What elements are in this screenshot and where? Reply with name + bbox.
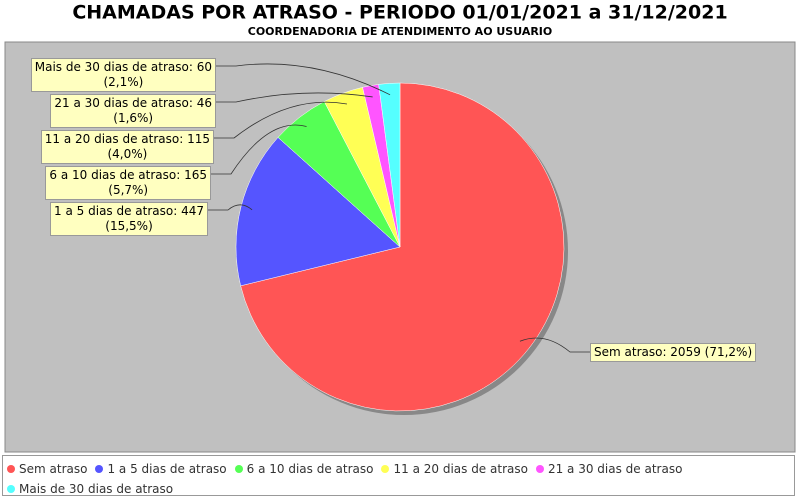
legend-swatch — [7, 485, 15, 493]
legend-swatch — [535, 465, 544, 473]
legend-swatch — [381, 465, 390, 473]
pie-slice — [235, 137, 401, 287]
legend: Sem atraso 1 a 5 dias de atraso 6 a 10 dia… — [2, 455, 795, 496]
pie-slice — [378, 82, 401, 248]
data-label: 6 a 10 dias de atraso: 165 (5,7%) — [45, 166, 211, 200]
legend-label: 6 a 10 dias de atraso — [246, 462, 374, 476]
legend-label: 21 a 30 dias de atraso — [547, 462, 683, 476]
label-connector — [519, 337, 590, 353]
legend-swatch — [95, 465, 104, 473]
label-connector — [208, 204, 253, 211]
legend-item: 11 a 20 dias de atraso — [381, 459, 528, 479]
legend-swatch — [234, 465, 243, 473]
label-connector — [216, 92, 373, 103]
data-label: 11 a 20 dias de atraso: 115 (4,0%) — [40, 130, 214, 164]
legend-item: 21 a 30 dias de atraso — [535, 459, 683, 479]
legend-item: Sem atraso — [7, 459, 87, 479]
label-connector — [216, 63, 391, 96]
data-label: Mais de 30 dias de atraso: 60 (2,1%) — [30, 58, 216, 92]
chart-title: CHAMADAS POR ATRASO - PERIODO 01/01/2021… — [72, 2, 727, 24]
chart-subtitle: COORDENADORIA DE ATENDIMENTO AO USUARIO — [248, 25, 553, 38]
data-label: Sem atraso: 2059 (71,2%) — [590, 343, 757, 362]
legend-swatch — [7, 465, 15, 473]
label-connector — [211, 124, 307, 175]
legend-label: Mais de 30 dias de atraso — [19, 482, 174, 496]
pie-slice — [240, 82, 565, 412]
legend-item: Mais de 30 dias de atraso — [7, 479, 173, 499]
legend-label: 11 a 20 dias de atraso — [393, 462, 528, 476]
data-label: 21 a 30 dias de atraso: 46 (1,6%) — [50, 94, 216, 128]
pie — [208, 63, 590, 415]
legend-label: Sem atraso — [19, 462, 88, 476]
legend-item: 6 a 10 dias de atraso — [234, 459, 374, 479]
legend-label: 1 a 5 dias de atraso — [107, 462, 227, 476]
legend-item: 1 a 5 dias de atraso — [95, 459, 227, 479]
label-connector — [214, 101, 348, 139]
legend-items: Sem atraso 1 a 5 dias de atraso 6 a 10 dia… — [7, 459, 722, 499]
data-label: 1 a 5 dias de atraso: 447 (15,5%) — [50, 202, 208, 236]
